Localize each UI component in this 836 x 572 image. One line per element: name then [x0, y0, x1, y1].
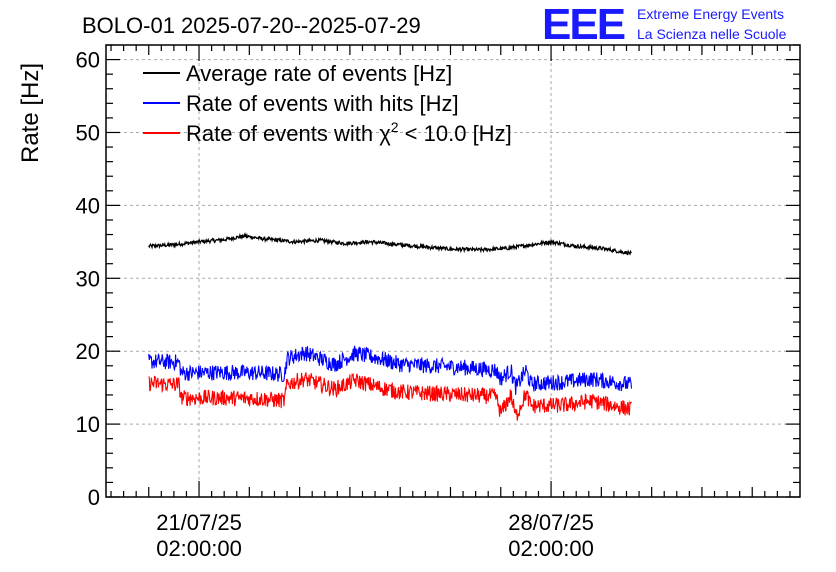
logo-line1: Extreme Energy Events — [637, 6, 784, 22]
legend: Average rate of events [Hz] Rate of even… — [143, 61, 512, 146]
series-chi2-rate — [148, 372, 632, 421]
legend-label-hits: Rate of events with hits [Hz] — [186, 91, 459, 116]
series-hits-rate — [148, 345, 633, 395]
chart-title: BOLO-01 2025-07-20--2025-07-29 — [82, 13, 421, 38]
logo-line2: La Scienza nelle Scuole — [637, 26, 787, 42]
x-tick-date: 21/07/25 — [156, 510, 242, 535]
plot-frame — [105, 44, 801, 498]
y-tick-label: 30 — [76, 266, 100, 291]
grid-lines — [106, 45, 800, 497]
legend-label-chi2: Rate of events with χ2 < 10.0 [Hz] — [186, 119, 512, 146]
y-tick-label: 10 — [76, 412, 100, 437]
y-tick-label: 60 — [76, 48, 100, 73]
x-tick-time: 02:00:00 — [156, 536, 242, 561]
eee-logo: EEE Extreme Energy Events La Scienza nel… — [542, 0, 787, 49]
legend-chi2-prefix: Rate of events with χ — [186, 121, 391, 146]
y-tick-labels: 0 10 20 30 40 50 60 — [76, 48, 100, 510]
y-tick-label: 0 — [88, 485, 100, 510]
logo-mark: EEE — [542, 0, 625, 49]
series-average-rate — [148, 232, 632, 256]
data-series — [148, 232, 633, 421]
legend-label-average: Average rate of events [Hz] — [186, 61, 452, 86]
axis-ticks — [106, 44, 800, 498]
y-tick-label: 50 — [76, 120, 100, 145]
y-axis-label: Rate [Hz] — [17, 63, 44, 163]
y-tick-label: 20 — [76, 339, 100, 364]
legend-chi2-sup: 2 — [391, 119, 399, 135]
legend-chi2-suffix: < 10.0 [Hz] — [399, 121, 512, 146]
x-tick-date: 28/07/25 — [508, 510, 594, 535]
y-tick-label: 40 — [76, 193, 100, 218]
x-tick-time: 02:00:00 — [508, 536, 594, 561]
